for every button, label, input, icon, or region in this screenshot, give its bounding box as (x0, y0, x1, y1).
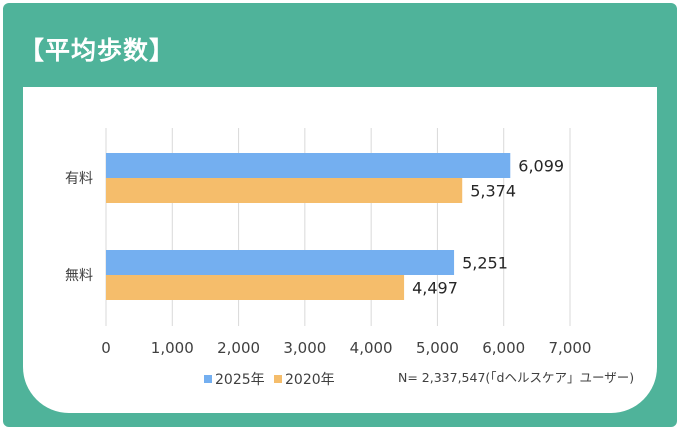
x-axis-ticks: 0 1,000 2,000 3,000 4,000 5,000 6,000 7,000 (101, 339, 591, 357)
x-tick-label: 0 (101, 339, 111, 357)
legend: 2025年 2020年 (204, 372, 335, 388)
bar (106, 275, 405, 300)
data-label: 5,251 (462, 254, 508, 273)
x-tick-label: 2,000 (217, 339, 260, 357)
legend-label: 2020年 (285, 372, 335, 388)
x-tick-label: 7,000 (549, 339, 592, 357)
x-tick-label: 1,000 (151, 339, 194, 357)
x-tick-label: 3,000 (283, 339, 326, 357)
chart-title: 【平均歩数】 (19, 36, 176, 65)
data-label: 4,497 (412, 279, 458, 298)
data-label: 6,099 (518, 157, 564, 176)
data-label: 5,374 (470, 182, 516, 201)
legend-swatch (204, 375, 212, 383)
x-tick-label: 4,000 (350, 339, 393, 357)
legend-swatch (274, 375, 282, 383)
bar (106, 250, 455, 275)
legend-label: 2025年 (215, 372, 265, 388)
x-tick-label: 6,000 (482, 339, 525, 357)
category-label: 無料 (65, 268, 93, 284)
category-label: 有料 (65, 171, 93, 187)
bar (106, 153, 511, 178)
x-tick-label: 5,000 (416, 339, 459, 357)
bar (106, 178, 463, 203)
sample-note: N= 2,337,547(「dヘルスケア」ユーザー) (398, 370, 634, 385)
